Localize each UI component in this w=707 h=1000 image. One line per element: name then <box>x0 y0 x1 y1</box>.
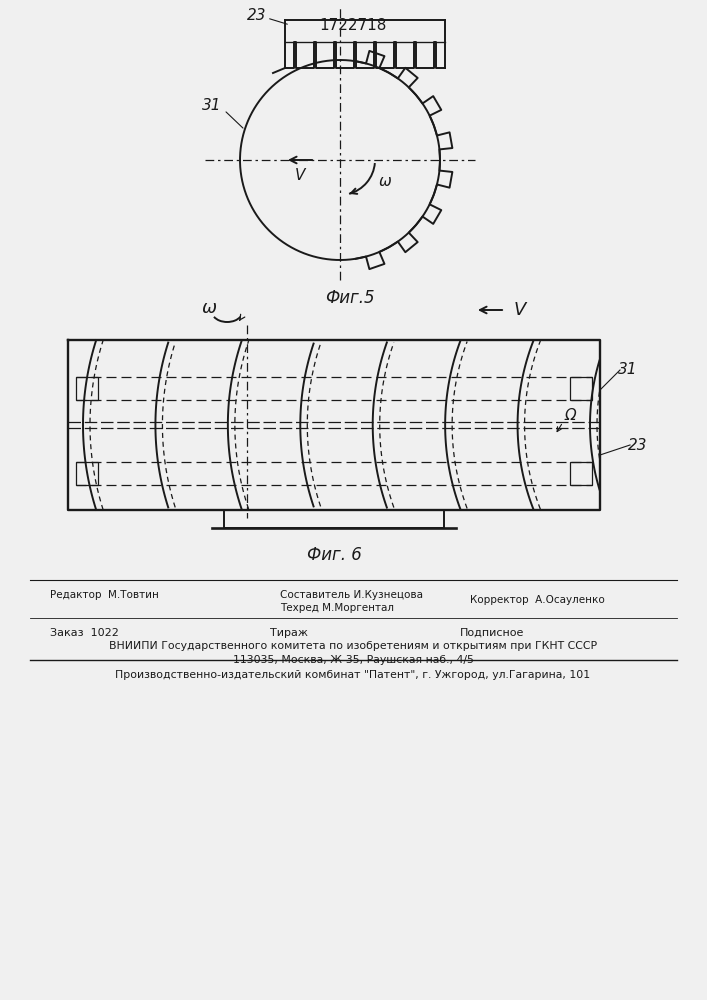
Text: 23: 23 <box>629 438 648 452</box>
Text: V: V <box>295 168 305 184</box>
Text: Составитель И.Кузнецова: Составитель И.Кузнецова <box>280 590 423 600</box>
Text: Подписное: Подписное <box>460 628 525 638</box>
Bar <box>76 377 98 399</box>
Text: Корректор  А.Осауленко: Корректор А.Осауленко <box>470 595 604 605</box>
Bar <box>76 462 98 485</box>
Text: Фиг.5: Фиг.5 <box>325 289 375 307</box>
Text: Фиг. 6: Фиг. 6 <box>307 546 361 564</box>
Bar <box>570 462 592 485</box>
Text: 1722718: 1722718 <box>320 17 387 32</box>
Bar <box>570 377 592 399</box>
Text: V: V <box>514 301 526 319</box>
Text: Тираж: Тираж <box>270 628 308 638</box>
Text: ω: ω <box>379 174 392 190</box>
Text: 31: 31 <box>202 98 222 112</box>
Text: 31: 31 <box>618 362 638 377</box>
Text: Ω: Ω <box>564 408 575 422</box>
Text: ω: ω <box>201 299 217 317</box>
Text: Редактор  М.Товтин: Редактор М.Товтин <box>50 590 159 600</box>
Text: 23: 23 <box>247 7 267 22</box>
Text: Производственно-издательский комбинат "Патент", г. Ужгород, ул.Гагарина, 101: Производственно-издательский комбинат "П… <box>115 670 590 680</box>
Text: Заказ  1022: Заказ 1022 <box>50 628 119 638</box>
Text: Техред М.Моргентал: Техред М.Моргентал <box>280 603 394 613</box>
Text: ВНИИПИ Государственного комитета по изобретениям и открытиям при ГКНТ СССР: ВНИИПИ Государственного комитета по изоб… <box>109 641 597 651</box>
Text: 113035, Москва, Ж-35, Раушская наб., 4/5: 113035, Москва, Ж-35, Раушская наб., 4/5 <box>233 655 474 665</box>
